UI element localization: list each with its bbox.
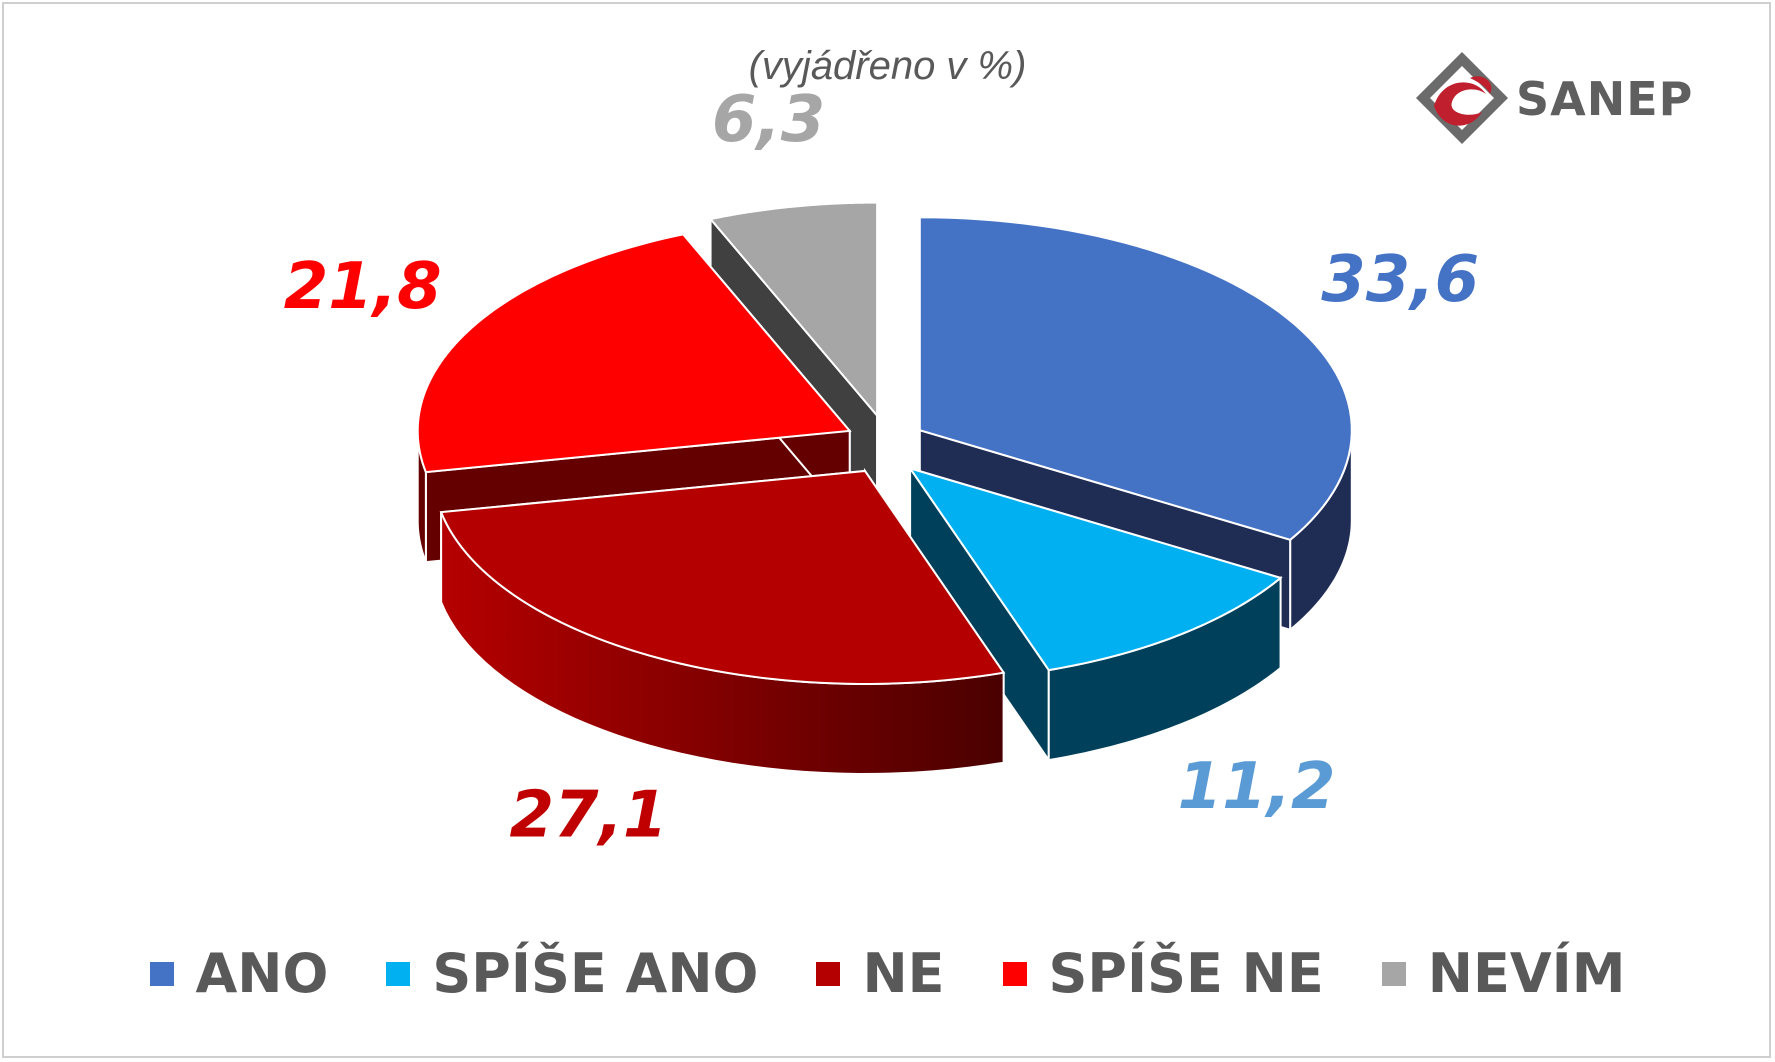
chart-legend: ANO SPÍŠE ANO NE SPÍŠE NE NEVÍM [0,942,1775,1005]
sanep-diamond-logo-icon [1416,52,1508,144]
data-label-ano: 33,6 [1321,243,1479,317]
legend-label: ANO [195,942,329,1005]
legend-swatch [149,961,174,986]
legend-item-spíše-ne: SPÍŠE NE [1002,942,1324,1005]
legend-label: NEVÍM [1427,942,1626,1005]
legend-label: SPÍŠE ANO [432,942,759,1005]
legend-label: SPÍŠE NE [1048,942,1324,1005]
legend-label: NE [862,942,945,1005]
legend-item-nevím: NEVÍM [1381,942,1626,1005]
legend-swatch [816,961,841,986]
sanep-logo-text: SANEP [1516,72,1694,126]
sanep-logo: SANEP [1412,48,1712,158]
pie-data-labels: 33,6 11,2 27,1 21,8 6,3 [284,83,1479,852]
legend-item-spíše-ano: SPÍŠE ANO [386,942,758,1005]
chart-subtitle: (vyjádřeno v %) [748,44,1027,88]
legend-swatch [386,961,411,986]
data-label-nevím: 6,3 [712,83,825,157]
pie-slice-spíše-ano [907,465,1283,764]
data-label-ne: 27,1 [510,778,668,852]
data-label-spíše-ne: 21,8 [284,250,442,324]
data-label-spíše-ano: 11,2 [1178,750,1336,824]
legend-item-ano: ANO [149,942,329,1005]
pie-slice-ne [439,467,1006,775]
pie-slices [416,201,1353,775]
legend-swatch [1002,961,1027,986]
legend-swatch [1381,961,1406,986]
legend-item-ne: NE [816,942,945,1005]
